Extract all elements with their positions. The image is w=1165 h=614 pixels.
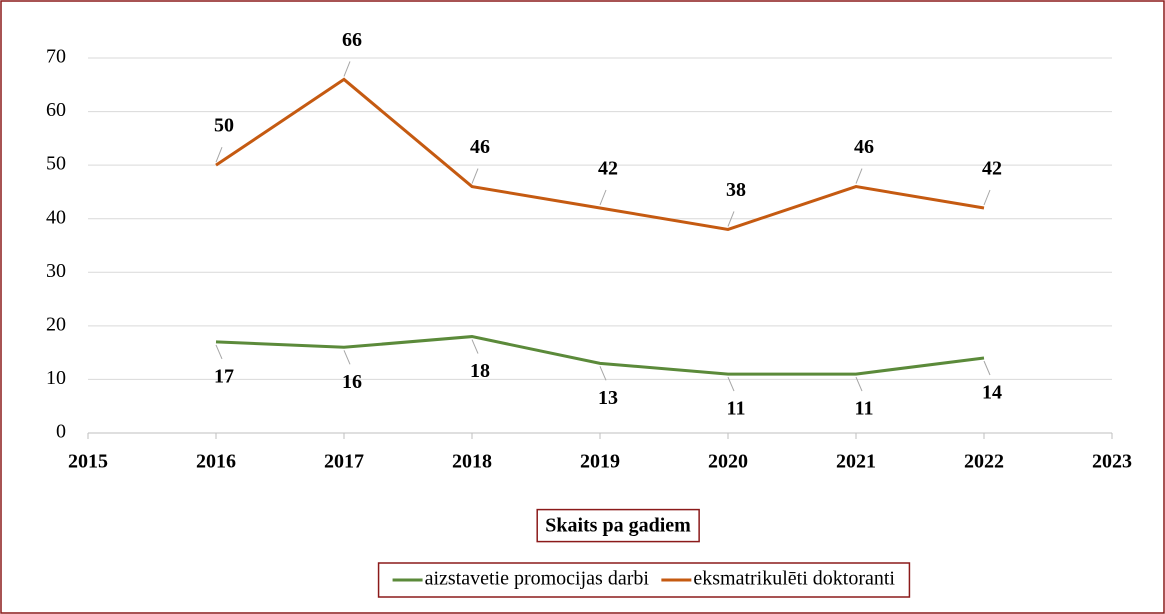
legend-label: eksmatrikulēti doktoranti — [693, 568, 895, 590]
data-label: 42 — [598, 158, 618, 180]
leader-line — [215, 146, 223, 163]
x-tick-label: 2016 — [196, 451, 236, 473]
x-tick-label: 2022 — [964, 451, 1004, 473]
leader-line — [599, 366, 607, 381]
x-tick-label: 2019 — [580, 451, 620, 473]
leader-line — [727, 376, 735, 392]
y-tick-label: 0 — [56, 421, 66, 443]
y-tick-label: 30 — [46, 260, 66, 282]
legend: aizstavetie promocijas darbi eksmatrikulē… — [392, 568, 895, 590]
legend-label: aizstavetie promocijas darbi — [425, 568, 650, 590]
data-label: 16 — [342, 371, 362, 393]
leader-line — [727, 211, 735, 227]
leader-line — [983, 360, 991, 376]
leader-line — [855, 168, 863, 184]
data-label: 46 — [470, 136, 490, 158]
data-label: 50 — [214, 115, 234, 137]
x-tick-label: 2018 — [452, 451, 492, 473]
y-tick-label: 10 — [46, 367, 66, 389]
x-tick-label: 2023 — [1092, 451, 1132, 473]
data-label: 42 — [982, 158, 1002, 180]
data-label: 13 — [598, 387, 618, 409]
data-label: 18 — [470, 360, 490, 382]
legend-border — [377, 562, 911, 598]
y-tick-label: 60 — [46, 99, 66, 121]
data-label: 17 — [214, 366, 234, 388]
data-label: 11 — [855, 398, 874, 420]
leader-line — [471, 168, 479, 184]
title-border — [536, 508, 700, 543]
data-label: 11 — [727, 398, 746, 420]
leader-line — [471, 339, 479, 354]
leader-line — [855, 376, 863, 392]
y-tick-label: 20 — [46, 313, 66, 335]
leader-line — [343, 350, 351, 365]
x-tick-label: 2017 — [324, 451, 364, 473]
y-tick-label: 70 — [46, 46, 66, 68]
leader-line — [343, 61, 351, 77]
series-line — [215, 335, 985, 376]
x-tick-label: 2020 — [708, 451, 748, 473]
leader-line — [599, 189, 607, 206]
leader-line — [215, 344, 223, 360]
chart-title: Skaits pa gadiem — [545, 515, 691, 537]
leader-line — [983, 189, 991, 206]
y-tick-label: 50 — [46, 153, 66, 175]
series-line — [215, 77, 985, 231]
data-label: 66 — [342, 29, 362, 51]
x-tick-label: 2021 — [836, 451, 876, 473]
x-tick-label: 2015 — [68, 451, 108, 473]
y-tick-label: 40 — [46, 206, 66, 228]
data-label: 38 — [726, 179, 746, 201]
data-label: 14 — [982, 382, 1002, 404]
data-label: 46 — [854, 136, 874, 158]
